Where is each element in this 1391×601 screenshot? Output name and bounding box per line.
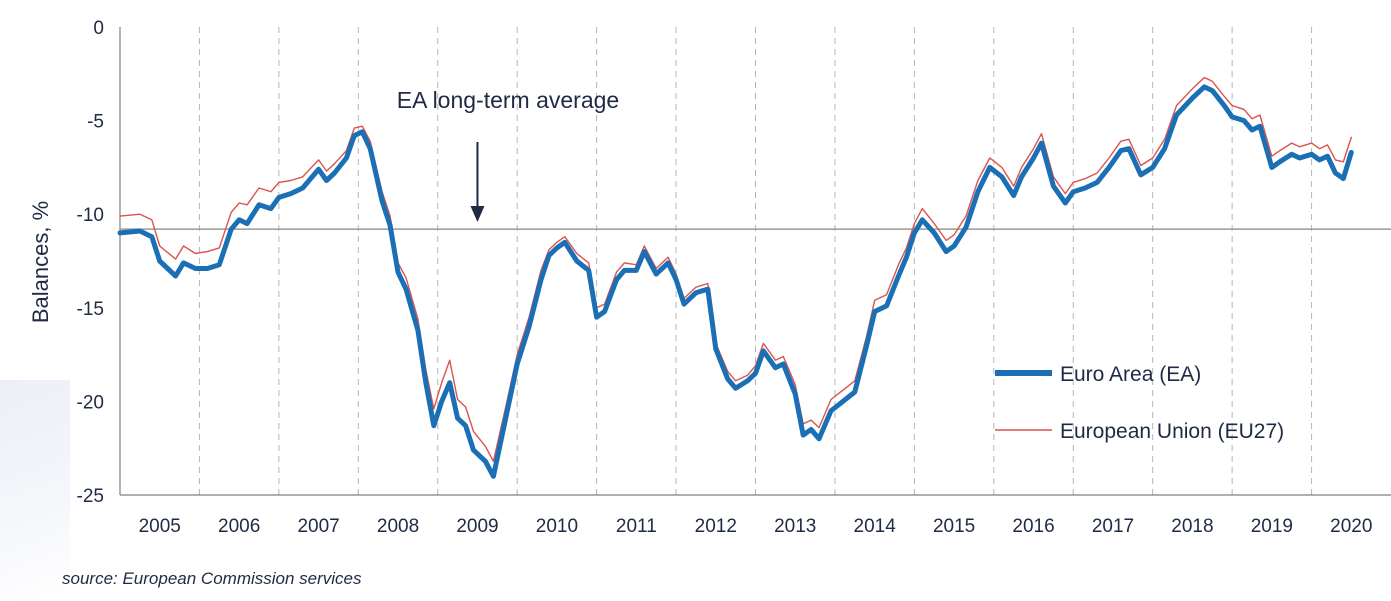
- annotation-arrowhead: [470, 206, 485, 222]
- y-tick-label: -5: [87, 112, 104, 133]
- y-axis-label: Balances, %: [28, 201, 53, 323]
- vertical-gridlines: [198, 27, 1313, 495]
- y-tick-labels: 0 -5 -10 -15 -20 -25: [77, 18, 104, 507]
- x-tick-label: 2009: [456, 516, 498, 537]
- x-tick-label: 2014: [854, 516, 897, 537]
- annotation-label: EA long-term average: [397, 87, 619, 113]
- x-tick-label: 2018: [1171, 516, 1213, 537]
- y-tick-label: 0: [93, 18, 104, 39]
- y-tick-label: -20: [77, 392, 104, 413]
- x-tick-label: 2019: [1251, 516, 1293, 537]
- x-tick-label: 2013: [774, 516, 816, 537]
- x-tick-label: 2012: [695, 516, 737, 537]
- x-tick-label: 2020: [1330, 516, 1372, 537]
- x-tick-label: 2017: [1092, 516, 1134, 537]
- y-tick-label: -15: [77, 299, 104, 320]
- x-tick-label: 2010: [536, 516, 578, 537]
- x-tick-label: 2008: [377, 516, 419, 537]
- y-tick-label: -25: [77, 486, 104, 507]
- x-tick-labels: 2005 2006 2007 2008 2009 2010 2011 2012 2013 2014…: [139, 516, 1373, 537]
- series-line-eu: [119, 76, 1352, 462]
- legend-label-ea: Euro Area (EA): [1060, 363, 1201, 386]
- series-line-ea: [117, 84, 1354, 479]
- legend-label-eu: European Union (EU27): [1060, 420, 1284, 443]
- y-tick-label: -10: [77, 205, 104, 226]
- source-note: source: European Commission services: [62, 569, 362, 588]
- x-tick-label: 2015: [933, 516, 975, 537]
- legend: Euro Area (EA) European Union (EU27): [995, 363, 1284, 443]
- x-tick-label: 2011: [616, 516, 657, 537]
- x-tick-label: 2007: [297, 516, 339, 537]
- watermark-decoration: [0, 380, 70, 601]
- x-tick-label: 2006: [218, 516, 260, 537]
- x-tick-label: 2005: [139, 516, 181, 537]
- axes: [119, 27, 1391, 496]
- x-tick-label: 2016: [1012, 516, 1054, 537]
- series-lines: [117, 76, 1354, 479]
